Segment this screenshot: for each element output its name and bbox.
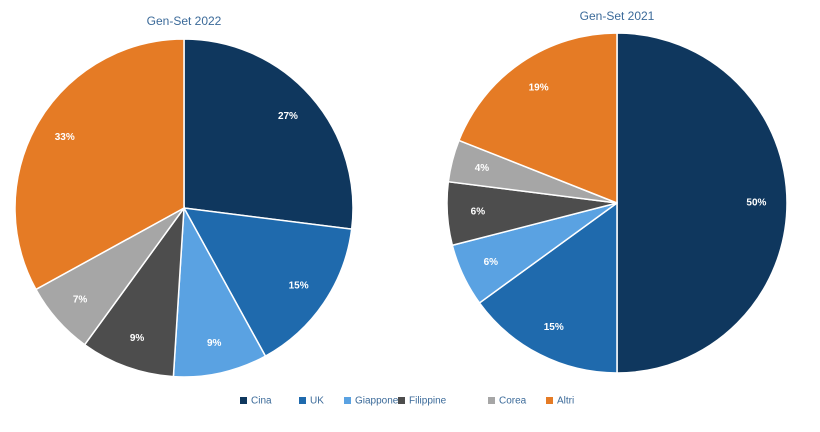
legend-label: Cina [251,396,272,407]
legend-swatch [398,397,405,404]
legend-label: UK [310,396,324,407]
value-label: 15% [544,322,564,333]
chart-title: Gen-Set 2021 [580,9,655,23]
pie-slice [83,205,185,378]
pie-slice [14,38,185,291]
value-label: 7% [73,294,88,305]
pie-slice [172,205,267,378]
pie-slice [457,32,618,205]
value-label: 19% [529,82,549,93]
chart-title: Gen-Set 2022 [147,14,222,28]
legend-swatch [344,397,351,404]
value-label: 15% [289,281,309,292]
value-label: 9% [207,338,222,349]
value-label: 33% [55,132,75,143]
legend-swatch [546,397,553,404]
legend-swatch [240,397,247,404]
legend-swatch [488,397,495,404]
value-label: 4% [475,163,490,174]
pie-slice [182,207,353,358]
pie-slice [183,38,354,231]
value-label: 9% [130,333,145,344]
legend-label: Giappone [355,396,399,407]
legend-swatch [299,397,306,404]
legend-label: Filippine [409,396,447,407]
pie-slice [478,201,618,374]
pie-slice [616,32,788,374]
legend-label: Corea [499,396,527,407]
value-label: 6% [484,257,499,268]
value-label: 6% [471,206,486,217]
value-label: 27% [278,111,298,122]
value-label: 50% [746,198,766,209]
legend-label: Altri [557,396,574,407]
